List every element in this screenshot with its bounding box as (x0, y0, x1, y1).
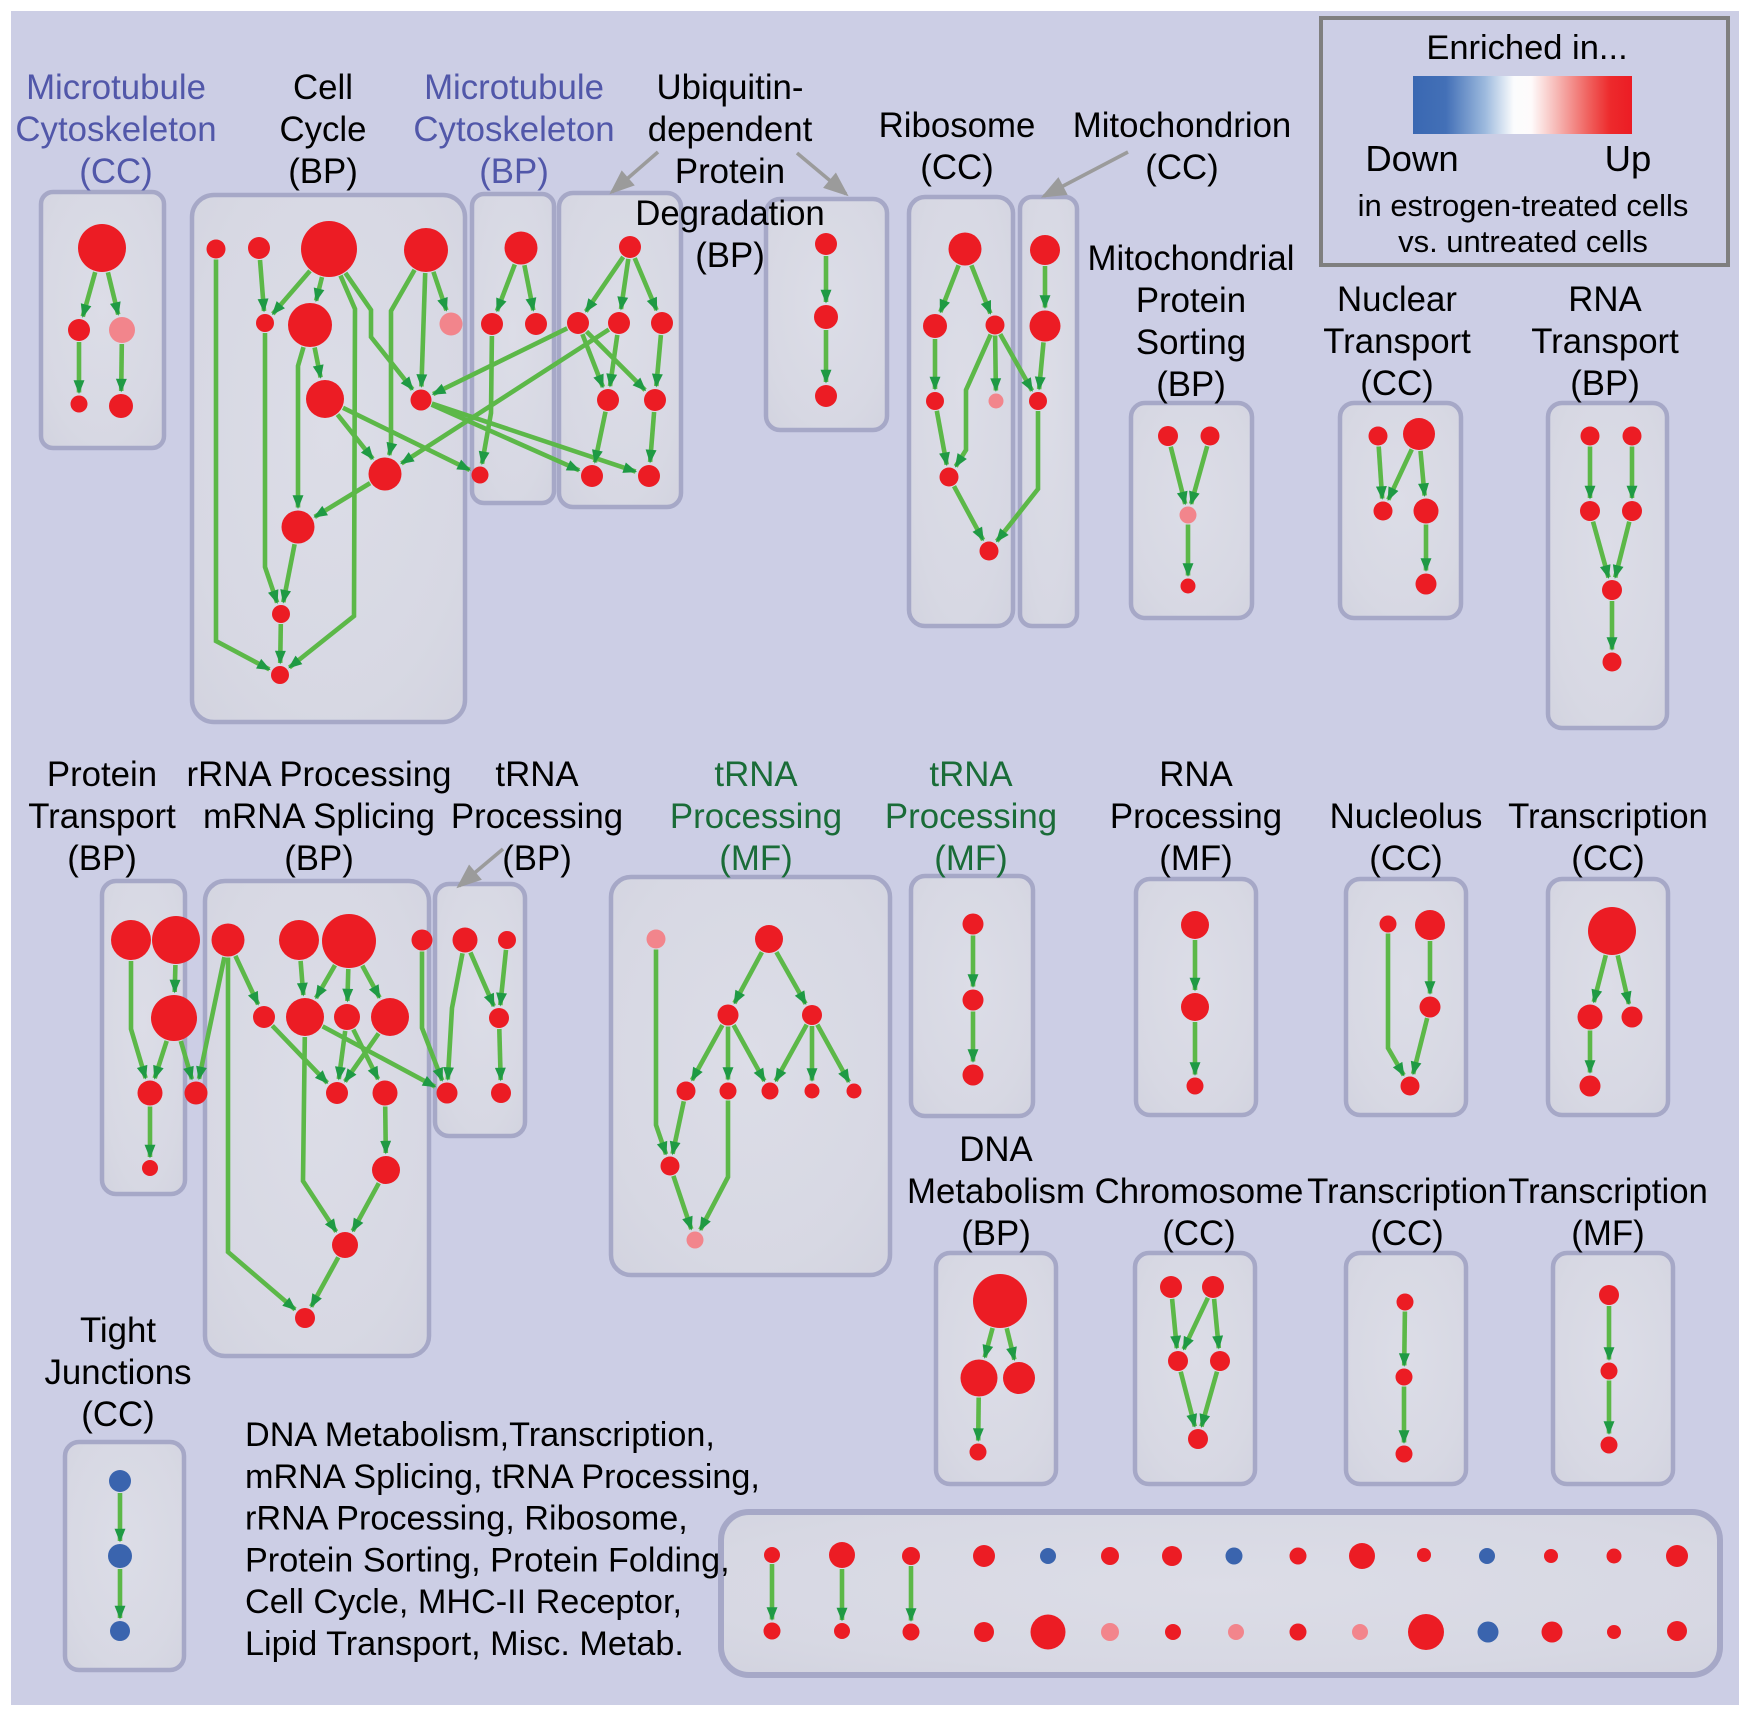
svg-text:Transport: Transport (1531, 322, 1679, 361)
svg-text:Microtubule: Microtubule (424, 68, 604, 107)
svg-text:(BP): (BP) (1156, 365, 1226, 404)
svg-text:Lipid Transport, Misc. Metab.: Lipid Transport, Misc. Metab. (245, 1625, 684, 1663)
svg-text:Transcription: Transcription (1508, 1172, 1708, 1211)
svg-text:dependent: dependent (648, 110, 813, 149)
svg-text:(BP): (BP) (67, 839, 137, 878)
svg-text:mRNA Splicing, tRNA Processing: mRNA Splicing, tRNA Processing, (245, 1458, 760, 1496)
svg-text:(CC): (CC) (1571, 839, 1644, 878)
svg-text:tRNA: tRNA (929, 755, 1013, 794)
svg-text:Tight: Tight (80, 1311, 156, 1350)
svg-text:Cycle: Cycle (279, 110, 366, 149)
svg-text:Processing: Processing (670, 797, 842, 836)
svg-text:Protein Sorting, Protein Foldi: Protein Sorting, Protein Folding, (245, 1541, 730, 1579)
svg-text:RNA: RNA (1159, 755, 1233, 794)
svg-text:Protein: Protein (1136, 281, 1246, 320)
svg-text:Protein: Protein (675, 152, 785, 191)
svg-text:(CC): (CC) (920, 148, 993, 187)
svg-text:(BP): (BP) (288, 152, 358, 191)
svg-text:Enriched in...: Enriched in... (1426, 29, 1627, 67)
svg-text:(CC): (CC) (1145, 148, 1218, 187)
svg-text:Degradation: Degradation (635, 194, 825, 233)
svg-text:Processing: Processing (1110, 797, 1282, 836)
svg-text:tRNA: tRNA (714, 755, 798, 794)
svg-text:rRNA Processing: rRNA Processing (187, 755, 452, 794)
svg-text:Cytoskeleton: Cytoskeleton (413, 110, 614, 149)
svg-text:in estrogen-treated cells: in estrogen-treated cells (1358, 188, 1689, 223)
svg-text:(BP): (BP) (1570, 364, 1640, 403)
svg-text:RNA: RNA (1568, 280, 1642, 319)
svg-text:Transcription: Transcription (1508, 797, 1708, 836)
svg-text:Down: Down (1365, 138, 1458, 179)
svg-text:vs. untreated cells: vs. untreated cells (1398, 224, 1648, 259)
svg-text:Up: Up (1605, 138, 1652, 179)
svg-text:rRNA Processing, Ribosome,: rRNA Processing, Ribosome, (245, 1500, 688, 1538)
svg-text:(MF): (MF) (719, 839, 792, 878)
svg-text:(CC): (CC) (79, 152, 152, 191)
svg-text:Ubiquitin-: Ubiquitin- (657, 68, 804, 107)
svg-text:mRNA Splicing: mRNA Splicing (203, 797, 435, 836)
svg-text:(BP): (BP) (284, 839, 354, 878)
svg-text:Sorting: Sorting (1136, 323, 1246, 362)
svg-text:Processing: Processing (885, 797, 1057, 836)
svg-text:Protein: Protein (47, 755, 157, 794)
svg-text:(CC): (CC) (1162, 1214, 1235, 1253)
svg-text:Junctions: Junctions (44, 1353, 191, 1392)
svg-text:(CC): (CC) (1360, 364, 1433, 403)
svg-text:Cell: Cell (293, 68, 353, 107)
svg-text:Mitochondrial: Mitochondrial (1088, 239, 1295, 278)
svg-text:Metabolism: Metabolism (907, 1172, 1085, 1211)
svg-text:Nucleolus: Nucleolus (1330, 797, 1483, 836)
svg-text:DNA Metabolism,Transcription,: DNA Metabolism,Transcription, (245, 1416, 715, 1454)
svg-text:Nuclear: Nuclear (1337, 280, 1457, 319)
svg-text:Ribosome: Ribosome (879, 106, 1036, 145)
svg-text:Transport: Transport (1323, 322, 1471, 361)
svg-text:tRNA: tRNA (495, 755, 579, 794)
svg-text:Cytoskeleton: Cytoskeleton (15, 110, 216, 149)
svg-text:Transport: Transport (28, 797, 176, 836)
svg-text:Transcription: Transcription (1307, 1172, 1507, 1211)
svg-text:(BP): (BP) (502, 839, 572, 878)
svg-text:(BP): (BP) (961, 1214, 1031, 1253)
svg-text:(MF): (MF) (1159, 839, 1232, 878)
svg-text:(CC): (CC) (1369, 839, 1442, 878)
svg-text:(MF): (MF) (1571, 1214, 1644, 1253)
svg-text:Chromosome: Chromosome (1095, 1172, 1304, 1211)
svg-text:Cell Cycle, MHC-II Receptor,: Cell Cycle, MHC-II Receptor, (245, 1583, 682, 1621)
svg-text:(CC): (CC) (81, 1395, 154, 1434)
svg-text:(BP): (BP) (479, 152, 549, 191)
svg-text:Mitochondrion: Mitochondrion (1073, 106, 1292, 145)
svg-text:(BP): (BP) (695, 236, 765, 275)
svg-text:DNA: DNA (959, 1130, 1033, 1169)
svg-text:Microtubule: Microtubule (26, 68, 206, 107)
svg-text:(MF): (MF) (934, 839, 1007, 878)
svg-text:(CC): (CC) (1370, 1214, 1443, 1253)
svg-text:Processing: Processing (451, 797, 623, 836)
